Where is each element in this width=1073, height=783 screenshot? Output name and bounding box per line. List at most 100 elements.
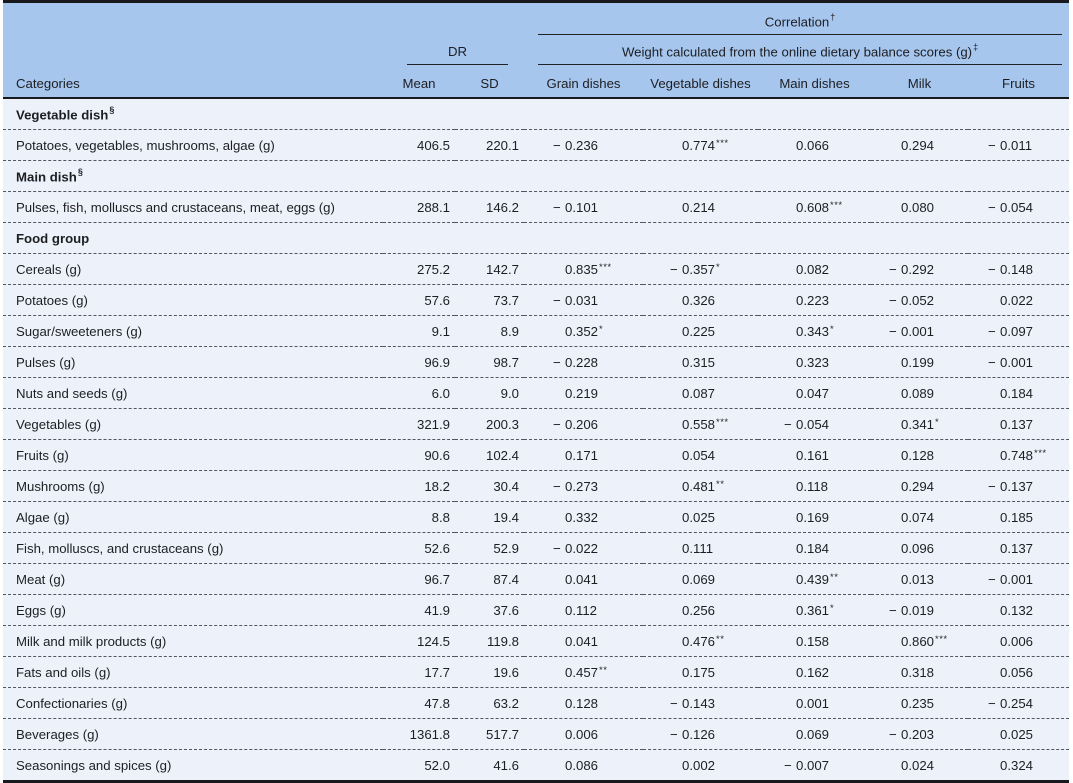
sd-cell: 30.4 [455,470,524,502]
mean-cell: 52.6 [383,532,455,564]
table-row: Pulses, fish, molluscs and crustaceans, … [3,191,1070,223]
corr-cell-grain-dishes: 0.086 [524,749,643,782]
corr-cell-fruits: −0.001 [968,346,1070,378]
sd-cell: 63.2 [455,687,524,719]
category-cell: Confectionaries (g) [3,687,383,719]
significance-stars: * [935,416,940,428]
corr-cell-grain-dishes: 0.352 * [524,315,643,347]
corr-cell-vegetable-dishes: 0.054 [643,439,758,471]
corr-cell-milk: 0.235 [871,687,968,719]
corr-cell-milk: 0.318 [871,656,968,688]
mean-cell: 1361.8 [383,718,455,750]
correlation-group-label: Correlation [764,14,830,29]
mean-cell: 18.2 [383,470,455,502]
corr-cell-vegetable-dishes: 0.025 [643,501,758,533]
header-row-columns: Categories Mean SD Grain dishes Vegetabl… [3,65,1070,99]
sd-cell: 37.6 [455,594,524,626]
corr-cell-vegetable-dishes: 0.774 *** [643,129,758,161]
corr-cell-fruits: 0.185 [968,501,1070,533]
sd-cell: 142.7 [455,253,524,285]
sd-cell: 87.4 [455,563,524,595]
corr-cell-grain-dishes: −0.031 [524,284,643,316]
corr-cell-fruits: 0.022 [968,284,1070,316]
significance-stars: ** [830,571,839,583]
table-row: Algae (g) 8.8 19.4 0.332 0.025 0.169 0.074 0.18… [3,501,1070,533]
correlation-footnote-dagger: † [830,11,836,22]
section-label: Food group [3,222,1070,254]
corr-cell-vegetable-dishes: 0.087 [643,377,758,409]
corr-cell-fruits: −0.054 [968,191,1070,223]
corr-cell-milk: −0.052 [871,284,968,316]
corr-cell-vegetable-dishes: 0.326 [643,284,758,316]
table-row: Fish, molluscs, and crustaceans (g) 52.6 5… [3,532,1070,564]
corr-cell-grain-dishes: 0.041 [524,563,643,595]
section-row: Food group [3,222,1070,254]
table-row: Nuts and seeds (g) 6.0 9.0 0.219 0.087 0.047 0… [3,377,1070,409]
header-spacer [3,35,383,65]
corr-cell-grain-dishes: −0.228 [524,346,643,378]
corr-cell-milk: 0.294 [871,129,968,161]
col-header-sd: SD [455,65,524,99]
category-cell: Milk and milk products (g) [3,625,383,657]
weight-group-header: Weight calculated from the online dietar… [524,35,1070,65]
correlation-group-header: Correlation† [524,1,1070,35]
dr-group-header: DR [383,35,524,65]
mean-cell: 288.1 [383,191,455,223]
significance-stars: *** [716,416,729,428]
corr-cell-main-dishes: 0.082 [758,253,871,285]
corr-cell-fruits: 0.137 [968,408,1070,440]
col-header-mean: Mean [383,65,455,99]
table-row: Eggs (g) 41.9 37.6 0.112 0.256 0.361 * −0.019 0.… [3,594,1070,626]
corr-cell-main-dishes: 0.047 [758,377,871,409]
corr-cell-grain-dishes: 0.128 [524,687,643,719]
corr-cell-main-dishes: 0.069 [758,718,871,750]
mean-cell: 8.8 [383,501,455,533]
correlation-table: Correlation† DR Weight calculated from t… [3,0,1070,783]
category-cell: Pulses (g) [3,346,383,378]
category-cell: Seasonings and spices (g) [3,749,383,782]
corr-cell-main-dishes: 0.001 [758,687,871,719]
sd-cell: 19.4 [455,501,524,533]
corr-cell-fruits: −0.254 [968,687,1070,719]
section-footnote-mark: § [77,166,83,177]
corr-cell-fruits: 0.006 [968,625,1070,657]
col-header-milk: Milk [871,65,968,99]
sd-cell: 119.8 [455,625,524,657]
corr-cell-milk: 0.128 [871,439,968,471]
table-row: Potatoes (g) 57.6 73.7−0.031 0.326 0.223−0.0… [3,284,1070,316]
table-row: Fats and oils (g) 17.7 19.6 0.457 ** 0.175 0.1… [3,656,1070,688]
corr-cell-vegetable-dishes: 0.175 [643,656,758,688]
corr-cell-milk: 0.074 [871,501,968,533]
table-row: Mushrooms (g) 18.2 30.4−0.273 0.481 ** 0.118 0… [3,470,1070,502]
corr-cell-milk: 0.199 [871,346,968,378]
significance-stars: *** [1034,447,1047,459]
mean-cell: 96.9 [383,346,455,378]
corr-cell-grain-dishes: 0.835 *** [524,253,643,285]
category-cell: Potatoes, vegetables, mushrooms, algae (… [3,129,383,161]
category-cell: Fruits (g) [3,439,383,471]
corr-cell-grain-dishes: 0.457 ** [524,656,643,688]
corr-cell-vegetable-dishes: 0.225 [643,315,758,347]
category-cell: Algae (g) [3,501,383,533]
mean-cell: 57.6 [383,284,455,316]
corr-cell-milk: −0.001 [871,315,968,347]
corr-cell-milk: 0.024 [871,749,968,782]
col-header-fruits: Fruits [968,65,1070,99]
category-cell: Fish, molluscs, and crustaceans (g) [3,532,383,564]
mean-cell: 17.7 [383,656,455,688]
mean-cell: 90.6 [383,439,455,471]
corr-cell-main-dishes: 0.343 * [758,315,871,347]
corr-cell-milk: 0.294 [871,470,968,502]
mean-cell: 9.1 [383,315,455,347]
corr-cell-vegetable-dishes: −0.126 [643,718,758,750]
corr-cell-vegetable-dishes: 0.214 [643,191,758,223]
sd-cell: 98.7 [455,346,524,378]
corr-cell-grain-dishes: 0.171 [524,439,643,471]
corr-cell-vegetable-dishes: 0.256 [643,594,758,626]
corr-cell-grain-dishes: −0.273 [524,470,643,502]
sd-cell: 52.9 [455,532,524,564]
corr-cell-fruits: −0.148 [968,253,1070,285]
header-row-correlation: Correlation† [3,1,1070,35]
table-row: Meat (g) 96.7 87.4 0.041 0.069 0.439 ** 0.013−0… [3,563,1070,595]
corr-cell-milk: −0.203 [871,718,968,750]
